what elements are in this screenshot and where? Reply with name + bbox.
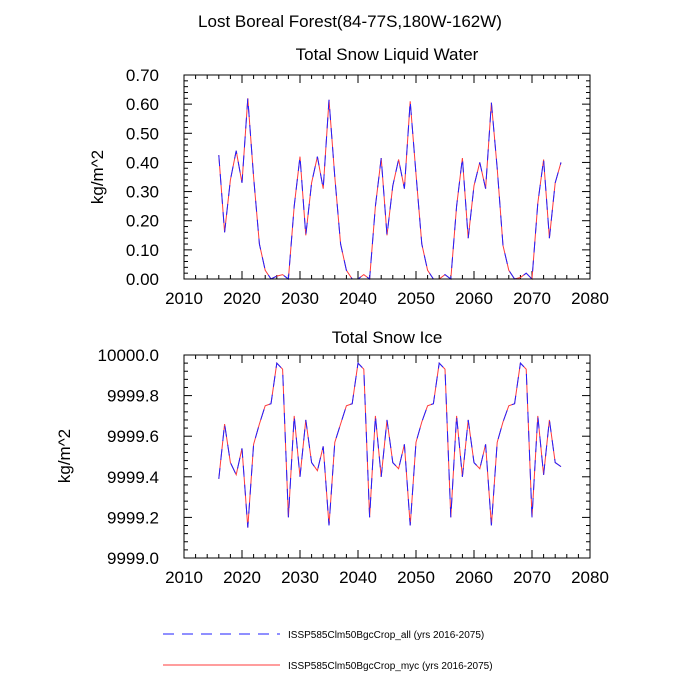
y-tick-label: 0.70 — [126, 66, 159, 85]
series-lines — [218, 98, 562, 281]
x-tick-label: 2050 — [397, 568, 435, 587]
series-line-all — [218, 362, 562, 528]
series-line-myc — [218, 98, 562, 281]
legend: ISSP585Clm50BgcCrop_all (yrs 2016-2075) … — [163, 630, 493, 672]
chart-title: Total Snow Ice — [332, 328, 443, 347]
x-tick-label: 2030 — [281, 568, 319, 587]
y-tick-label: 0.50 — [126, 124, 159, 143]
y-tick-label: 0.00 — [126, 270, 159, 289]
legend-label-all: ISSP585Clm50BgcCrop_all (yrs 2016-2075) — [288, 630, 484, 641]
y-axis-label: kg/m^2 — [88, 150, 107, 204]
y-tick-label: 0.10 — [126, 241, 159, 260]
x-tick-label: 2010 — [165, 568, 203, 587]
x-tick-label: 2060 — [455, 568, 493, 587]
y-tick-label: 0.40 — [126, 153, 159, 172]
series-line-myc — [218, 362, 562, 528]
plot-frame — [183, 74, 591, 280]
series-line-all — [218, 98, 562, 281]
y-axis-label: kg/m^2 — [55, 429, 74, 483]
chart-title: Total Snow Liquid Water — [296, 45, 479, 64]
y-tick-label: 9999.8 — [107, 387, 159, 406]
ticks: 2010 2020 2030 2040 2050 2060 2070 2080 9999.0 99… — [98, 346, 609, 587]
x-tick-label: 2080 — [571, 289, 609, 308]
panel-snow-ice: Total Snow Ice kg/m^2 2010 2020 2030 2040 20… — [55, 328, 609, 587]
legend-label-myc: ISSP585Clm50BgcCrop_myc (yrs 2016-2075) — [288, 661, 493, 672]
x-tick-label: 2030 — [281, 289, 319, 308]
panel-snow-liquid-water: Total Snow Liquid Water kg/m^2 2010 2020 2… — [88, 45, 609, 308]
x-tick-label: 2070 — [513, 568, 551, 587]
y-tick-label: 9999.0 — [107, 549, 159, 568]
y-tick-label: 0.20 — [126, 212, 159, 231]
x-tick-label: 2020 — [223, 289, 261, 308]
y-tick-label: 9999.2 — [107, 508, 159, 527]
x-tick-label: 2080 — [571, 568, 609, 587]
ticks: 2010 2020 2030 2040 2050 2060 2070 2080 0.00 0.10… — [126, 66, 609, 308]
page-title: Lost Boreal Forest(84-77S,180W-162W) — [198, 12, 502, 31]
x-tick-label: 2070 — [513, 289, 551, 308]
y-tick-label: 0.60 — [126, 95, 159, 114]
y-tick-label: 9999.6 — [107, 427, 159, 446]
x-tick-label: 2050 — [397, 289, 435, 308]
y-tick-label: 10000.0 — [98, 346, 159, 365]
y-tick-label: 9999.4 — [107, 468, 159, 487]
x-tick-label: 2010 — [165, 289, 203, 308]
series-lines — [218, 362, 562, 528]
plot-frame — [183, 354, 591, 559]
x-tick-label: 2040 — [339, 568, 377, 587]
x-tick-label: 2060 — [455, 289, 493, 308]
y-tick-label: 0.30 — [126, 183, 159, 202]
x-tick-label: 2020 — [223, 568, 261, 587]
x-tick-label: 2040 — [339, 289, 377, 308]
